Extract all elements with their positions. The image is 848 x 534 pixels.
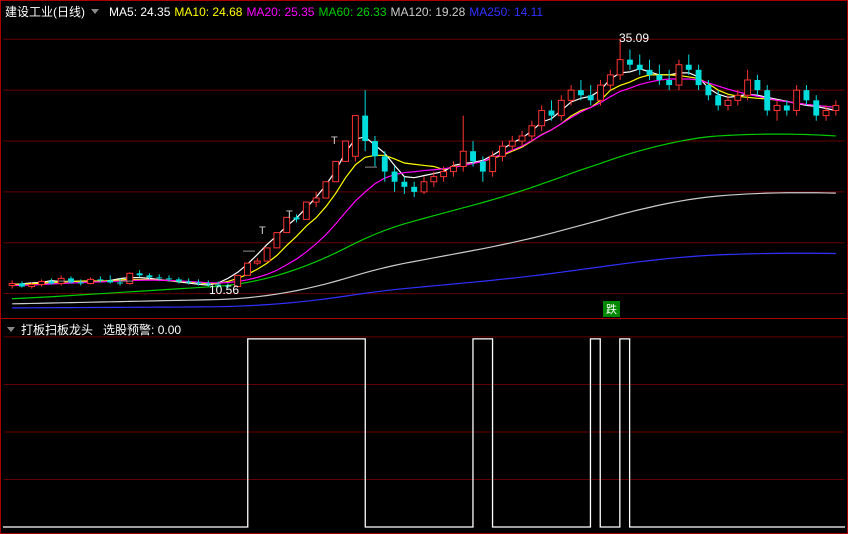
dash-mark: — xyxy=(365,159,377,173)
candlestick-chart[interactable] xyxy=(1,1,847,318)
main-chart-panel[interactable]: 建设工业(日线) MA5: 24.35 MA10: 24.68 MA20: 25.3… xyxy=(0,1,848,319)
t-mark: T xyxy=(259,225,266,237)
price-high-label: 35.09 xyxy=(619,31,649,45)
stock-name: 建设工业(日线) xyxy=(5,3,85,20)
sub-chart-panel[interactable]: 打板扫板龙头 选股预警: 0.00 xyxy=(0,319,848,534)
ma-label: MA250: 14.11 xyxy=(469,5,543,19)
ma-label: MA5: 24.35 xyxy=(109,5,170,19)
indicator-title-1: 打板扫板龙头 xyxy=(21,321,93,338)
ma-label: MA20: 25.35 xyxy=(246,5,314,19)
t-mark: T xyxy=(331,135,338,147)
t-mark: T xyxy=(286,209,293,221)
ma-label: MA60: 26.33 xyxy=(318,5,386,19)
main-chart-header: 建设工业(日线) MA5: 24.35 MA10: 24.68 MA20: 25.3… xyxy=(5,3,543,20)
dash-mark: — xyxy=(59,273,71,287)
indicator-chart[interactable] xyxy=(1,319,847,533)
chart-container: 建设工业(日线) MA5: 24.35 MA10: 24.68 MA20: 25.3… xyxy=(0,0,848,534)
chevron-down-icon[interactable] xyxy=(91,9,99,14)
ma-label: MA10: 24.68 xyxy=(174,5,242,19)
ma-label: MA120: 19.28 xyxy=(391,5,466,19)
sub-chart-header: 打板扫板龙头 选股预警: 0.00 xyxy=(5,321,181,338)
price-low-label: 10.56 xyxy=(209,283,239,297)
die-badge: 跌 xyxy=(603,301,620,317)
dash-mark: — xyxy=(121,273,133,287)
indicator-title-2: 选股预警: 0.00 xyxy=(103,321,181,338)
dash-mark: — xyxy=(243,243,255,257)
chevron-down-icon[interactable] xyxy=(7,327,15,332)
